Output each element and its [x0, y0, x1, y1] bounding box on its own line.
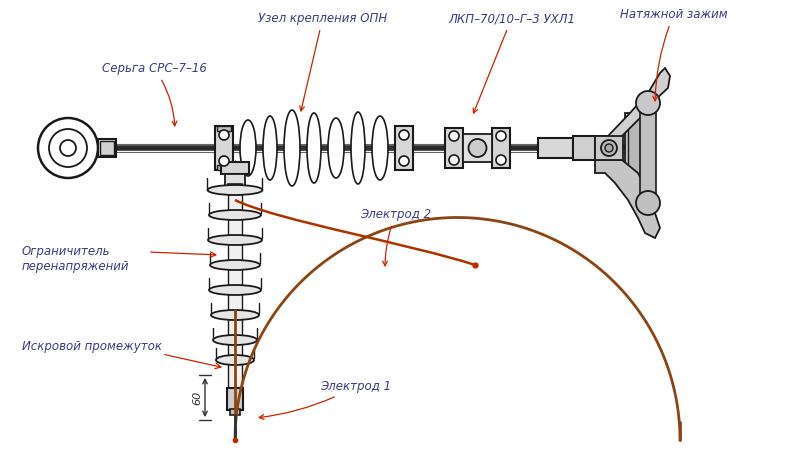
Ellipse shape [307, 113, 321, 183]
Text: Серьга СРС–7–16: Серьга СРС–7–16 [102, 62, 207, 126]
Text: ЛКП–70/10–Г–3 УХЛ1: ЛКП–70/10–Г–3 УХЛ1 [448, 12, 575, 113]
Circle shape [496, 155, 506, 165]
Bar [217, 126, 231, 131]
Ellipse shape [351, 112, 365, 184]
Circle shape [605, 144, 613, 152]
Bar [628, 118, 652, 178]
Circle shape [399, 130, 409, 140]
Bar [640, 103, 656, 203]
Bar [227, 388, 243, 410]
Ellipse shape [240, 120, 256, 176]
Bar [221, 162, 249, 174]
Bar [395, 126, 413, 170]
Circle shape [636, 191, 660, 215]
Circle shape [496, 131, 506, 141]
Text: Ограничитель
перенапряжений: Ограничитель перенапряжений [22, 245, 129, 273]
Bar [595, 136, 623, 160]
Bar [228, 184, 242, 194]
Bar [573, 136, 595, 160]
Circle shape [601, 140, 617, 156]
Circle shape [399, 156, 409, 166]
Text: Электрод 2: Электрод 2 [360, 208, 431, 266]
Ellipse shape [209, 210, 261, 220]
Bar [228, 194, 242, 395]
Bar [230, 409, 240, 415]
Bar [215, 126, 233, 170]
Circle shape [49, 129, 87, 167]
Text: 60: 60 [192, 390, 202, 404]
Bar [625, 113, 655, 183]
Circle shape [219, 130, 229, 140]
Bar [98, 139, 116, 157]
Ellipse shape [284, 110, 300, 186]
Ellipse shape [208, 235, 262, 245]
Circle shape [38, 118, 98, 178]
Bar [100, 141, 114, 155]
Bar [463, 134, 492, 162]
Ellipse shape [213, 335, 257, 345]
Ellipse shape [210, 260, 260, 270]
Ellipse shape [328, 118, 344, 178]
Circle shape [449, 155, 459, 165]
Text: Искровой промежуток: Искровой промежуток [22, 340, 162, 353]
Ellipse shape [372, 116, 388, 180]
Ellipse shape [209, 285, 261, 295]
Text: Натяжной зажим: Натяжной зажим [620, 8, 727, 101]
Ellipse shape [211, 310, 259, 320]
Bar [225, 174, 245, 186]
Circle shape [60, 140, 76, 156]
Bar [217, 165, 231, 170]
Circle shape [636, 91, 660, 115]
Text: Узел крепления ОПН: Узел крепления ОПН [258, 12, 387, 111]
Bar [445, 128, 463, 168]
Circle shape [219, 156, 229, 166]
Polygon shape [595, 160, 660, 238]
Bar [538, 138, 573, 158]
Ellipse shape [216, 355, 254, 365]
Polygon shape [595, 68, 670, 160]
Text: Электрод 1: Электрод 1 [259, 380, 391, 419]
Circle shape [449, 131, 459, 141]
Ellipse shape [263, 116, 277, 180]
Ellipse shape [208, 185, 263, 195]
Circle shape [469, 139, 487, 157]
Bar [492, 128, 510, 168]
